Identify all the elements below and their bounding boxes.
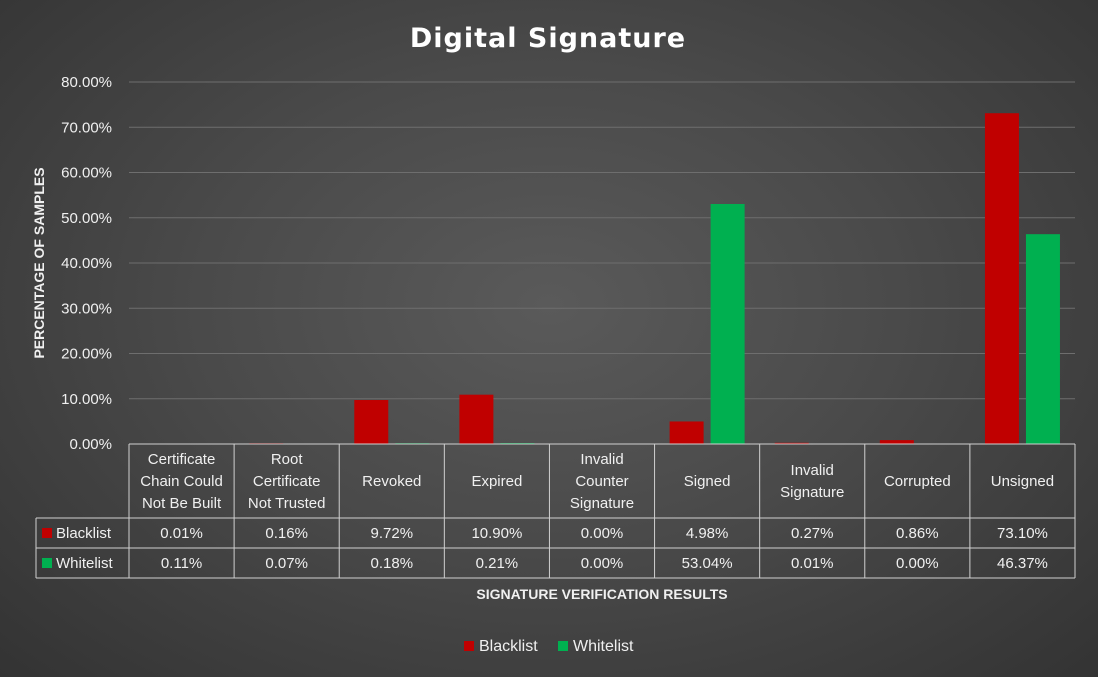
y-axis-title: PERCENTAGE OF SAMPLES [31,167,47,358]
table-legend-key-blacklist [42,528,52,538]
data-label: 46.37% [997,555,1048,572]
category-label: Expired [471,473,522,490]
data-label: 53.04% [682,555,733,572]
category-label: Invalid Counter Signature [570,451,634,512]
bar-whitelist [710,203,745,444]
category-label: Invalid Signature [780,462,844,501]
legend-key-blacklist [464,641,474,651]
y-tick-label: 30.00% [61,300,112,317]
data-label: 0.01% [791,555,834,572]
data-label: 0.18% [371,555,414,572]
y-tick-label: 60.00% [61,165,112,182]
table-series-name: Blacklist [56,525,112,542]
data-label: 0.16% [265,525,308,542]
category-label: Unsigned [991,473,1054,490]
category-label: Signed [684,473,731,490]
bar-blacklist [879,440,914,444]
y-tick-label: 10.00% [61,391,112,408]
data-label: 0.00% [581,555,624,572]
gridlines [129,81,1075,445]
data-label: 0.11% [161,555,202,572]
legend: Blacklist Whitelist [464,638,634,655]
data-label: 10.90% [471,525,522,542]
y-tick-label: 20.00% [61,346,112,363]
data-label: 0.21% [476,555,519,572]
bar-blacklist [669,421,704,444]
legend-label: Blacklist [479,638,538,655]
data-label: 0.01% [160,525,203,542]
category-label: Root Certificate Not Trusted [248,451,326,512]
data-label: 0.07% [265,555,308,572]
bars [144,113,1060,444]
category-label: Revoked [362,473,421,490]
y-tick-label: 70.00% [61,119,112,136]
category-label: Corrupted [884,473,951,490]
y-tick-label: 40.00% [61,255,112,272]
bar-blacklist [774,442,809,444]
data-label: 4.98% [686,525,729,542]
bar-whitelist [1025,234,1060,444]
table-series-name: Whitelist [56,555,114,572]
data-label: 9.72% [371,525,414,542]
bar-blacklist [984,113,1019,444]
chart-title: Digital Signature [410,23,686,54]
bar-blacklist [354,400,389,444]
data-label: 0.00% [896,555,939,572]
y-tick-label: 0.00% [69,436,112,453]
bar-blacklist [459,394,494,444]
y-axis-ticks: 0.00% 10.00% 20.00% 30.00% 40.00% 50.00% 60.00… [61,74,112,453]
y-tick-label: 80.00% [61,74,112,91]
category-label: Certificate Chain Could Not Be Built [140,451,223,512]
x-axis-title: SIGNATURE VERIFICATION RESULTS [476,586,727,602]
table-legend-key-whitelist [42,558,52,568]
data-label: 0.86% [896,525,939,542]
data-label: 0.00% [581,525,624,542]
data-table: Certificate Chain Could Not Be Built Root Ce… [35,443,1076,579]
legend-label: Whitelist [573,638,634,655]
data-label: 0.27% [791,525,834,542]
legend-key-whitelist [558,641,568,651]
data-label: 73.10% [997,525,1048,542]
y-tick-label: 50.00% [61,210,112,227]
